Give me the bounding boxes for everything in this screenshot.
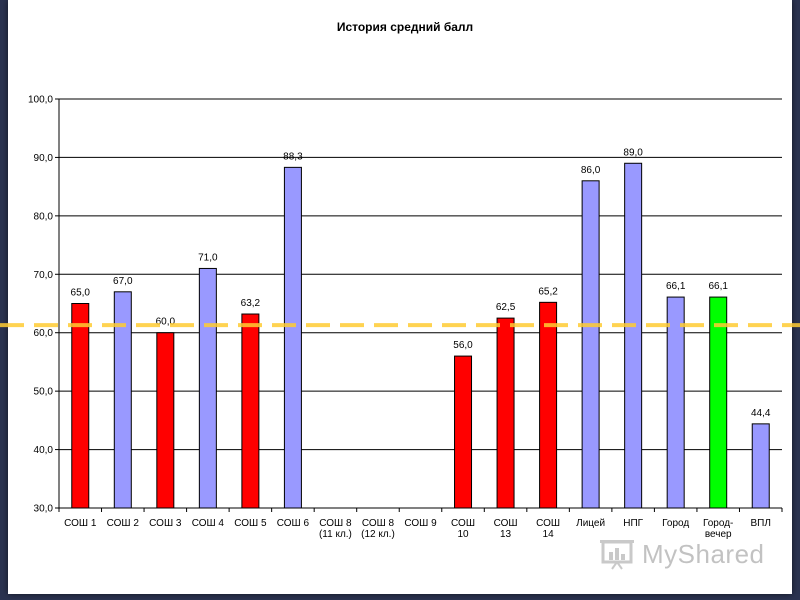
x-category-label: Лицей xyxy=(576,518,605,529)
x-category-label: СОШ 3 xyxy=(149,518,182,529)
x-category-label: Город- xyxy=(703,518,733,529)
x-category-label: НПГ xyxy=(623,518,643,529)
x-category-label: СОШ 8 xyxy=(362,518,395,529)
x-category-label: СОШ 5 xyxy=(234,518,267,529)
x-category-label: СОШ 9 xyxy=(404,518,437,529)
bar xyxy=(241,313,260,509)
chart-slide: История средний балл 30,0 40,0 50,0 60,0 70,… xyxy=(8,0,792,594)
y-tick-label: 60,0 xyxy=(34,328,54,339)
x-category-label: 13 xyxy=(500,529,512,540)
x-category-label: 10 xyxy=(457,529,469,540)
watermark-text: MyShared xyxy=(642,538,765,569)
data-label: 65,2 xyxy=(538,286,558,297)
bar xyxy=(156,332,175,509)
gridlines xyxy=(59,98,782,451)
x-category-label: (12 кл.) xyxy=(361,529,395,540)
axes xyxy=(58,99,782,509)
x-category-label: СОШ xyxy=(494,518,518,529)
x-category-label: СОШ xyxy=(451,518,475,529)
data-label: 86,0 xyxy=(581,165,601,176)
bar xyxy=(496,317,515,509)
data-label: 66,1 xyxy=(708,281,728,292)
bar xyxy=(71,303,90,509)
y-tick-label: 90,0 xyxy=(34,153,54,164)
bars xyxy=(71,162,770,509)
data-label: 71,0 xyxy=(198,252,218,263)
data-label: 63,2 xyxy=(241,298,261,309)
x-category-label: Город xyxy=(662,518,689,529)
bar xyxy=(454,355,473,509)
presentation-icon xyxy=(600,540,634,570)
bar-chart: История средний балл 30,0 40,0 50,0 60,0 70,… xyxy=(28,20,783,540)
bar xyxy=(113,291,132,509)
x-category-label: ВПЛ xyxy=(751,518,771,529)
y-tick-label: 50,0 xyxy=(34,387,54,398)
bar xyxy=(283,166,302,509)
y-axis-ticks: 30,0 40,0 50,0 60,0 70,0 80,0 90,0 100,0 xyxy=(28,95,59,515)
data-label: 67,0 xyxy=(113,276,133,287)
watermark-logo: MyShared xyxy=(600,534,765,574)
bar xyxy=(624,162,643,509)
bar xyxy=(666,296,685,509)
data-label: 56,0 xyxy=(453,340,473,351)
bar xyxy=(709,296,728,509)
x-category-label: (11 кл.) xyxy=(319,529,352,540)
x-category-label: 14 xyxy=(543,529,555,540)
bar xyxy=(198,267,217,509)
data-label: 89,0 xyxy=(623,147,643,158)
data-label: 88,3 xyxy=(283,151,303,162)
x-category-label: вечер xyxy=(705,529,732,540)
x-category-label: СОШ 1 xyxy=(64,518,97,529)
value-labels: 65,0 67,0 60,0 71,0 63,2 88,3 56,0 62,5 65,2 86,0… xyxy=(71,147,771,419)
y-tick-label: 100,0 xyxy=(28,95,53,106)
x-axis-categories: СОШ 1 СОШ 2 СОШ 3 СОШ 4 СОШ 5 СОШ 6 СОШ 8(11 к… xyxy=(58,508,783,540)
bar xyxy=(539,301,558,509)
data-label: 62,5 xyxy=(496,302,516,313)
y-tick-label: 40,0 xyxy=(34,445,54,456)
chart-title: История средний балл xyxy=(337,20,473,34)
x-category-label: СОШ 8 xyxy=(319,518,352,529)
x-category-label: СОШ xyxy=(536,518,560,529)
x-category-label: СОШ 4 xyxy=(192,518,225,529)
data-label: 60,0 xyxy=(156,317,176,328)
data-label: 65,0 xyxy=(71,288,91,299)
y-tick-label: 80,0 xyxy=(34,211,54,222)
x-category-label: СОШ 6 xyxy=(277,518,310,529)
y-tick-label: 70,0 xyxy=(34,270,54,281)
y-tick-label: 30,0 xyxy=(34,504,54,515)
bar xyxy=(751,423,770,509)
data-label: 66,1 xyxy=(666,281,686,292)
bar xyxy=(581,180,600,509)
data-label: 44,4 xyxy=(751,408,771,419)
x-category-label: СОШ 2 xyxy=(107,518,140,529)
